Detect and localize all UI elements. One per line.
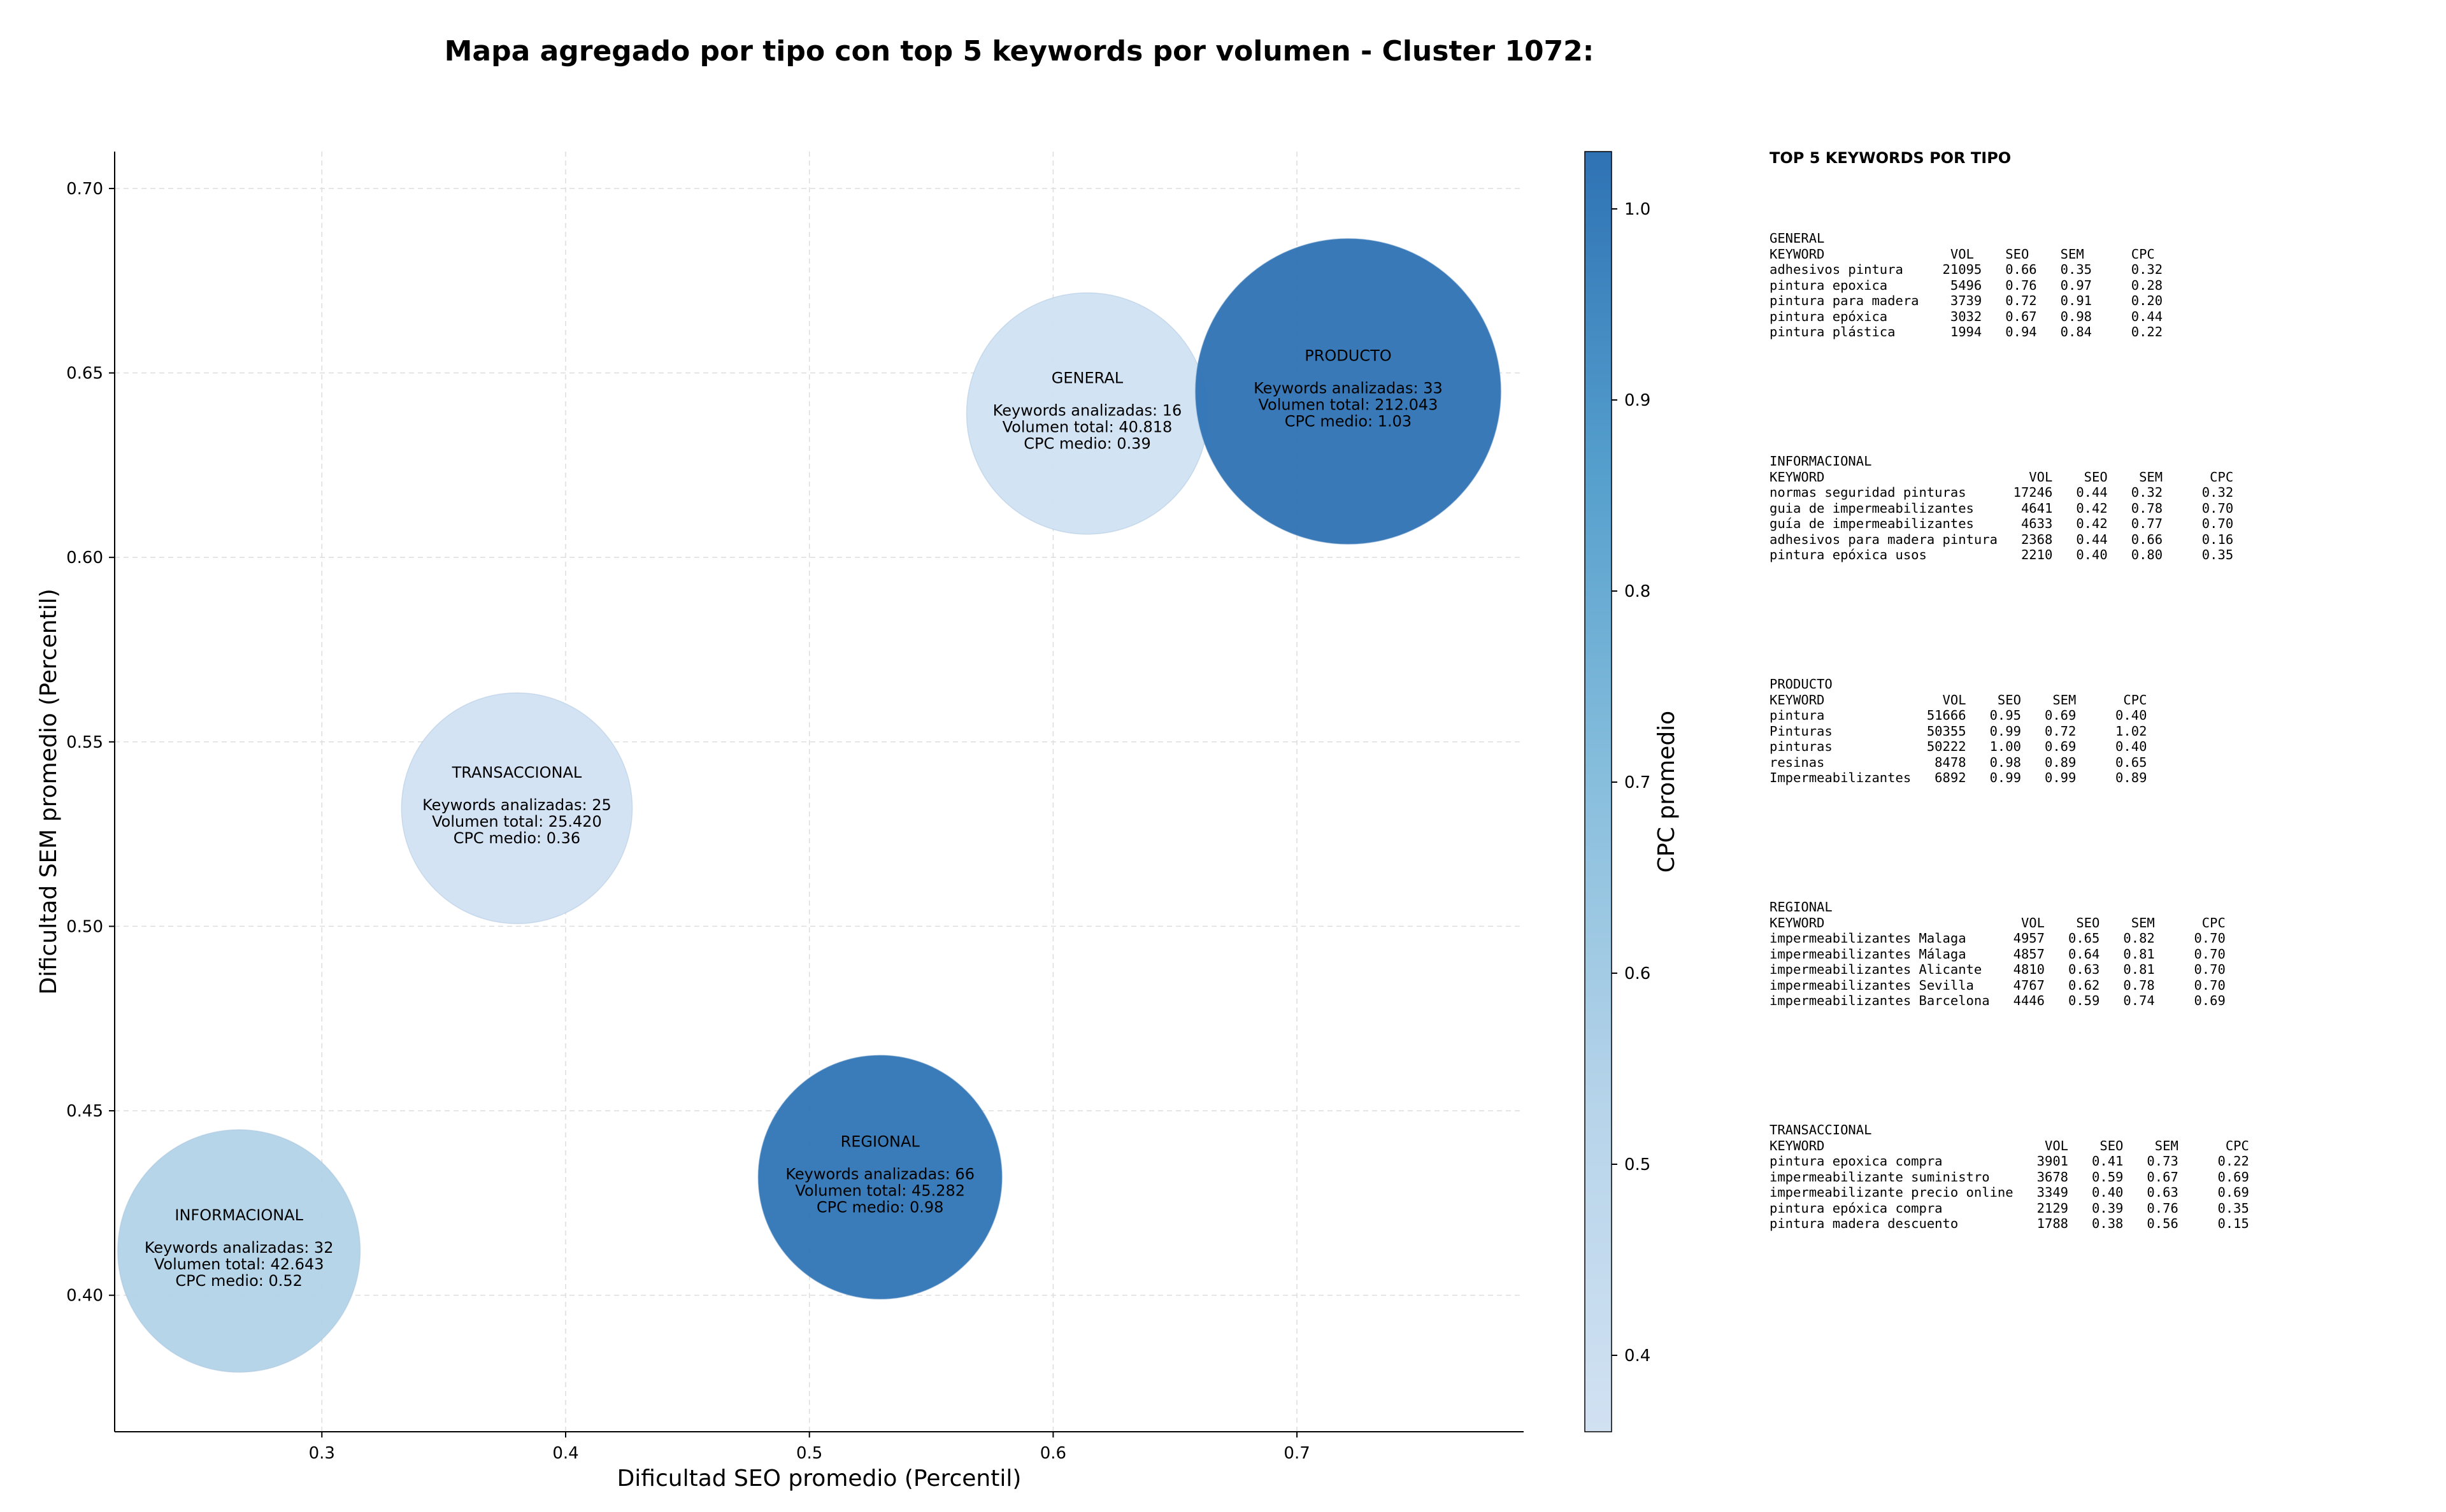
x-tick-label: 0.4 <box>552 1444 578 1463</box>
keyword-group-informacional: INFORMACIONAL KEYWORD VOL SEO SEM CPC norm… <box>1770 453 2233 563</box>
x-tick-label: 0.3 <box>309 1444 335 1463</box>
bubble-label-line1: Keywords analizadas: 25 <box>422 796 612 814</box>
keyword-row: adhesivos pintura 21095 0.66 0.35 0.32 <box>1770 262 2163 277</box>
keyword-table-header: KEYWORD VOL SEO SEM CPC <box>1770 1138 2249 1153</box>
bubble-label-line3: CPC medio: 0.39 <box>1024 434 1151 452</box>
keyword-row: normas seguridad pinturas 17246 0.44 0.3… <box>1770 485 2234 500</box>
keyword-row: impermeabilizantes Sevilla 4767 0.62 0.7… <box>1770 977 2226 993</box>
bubble-label-line1: Keywords analizadas: 32 <box>145 1239 334 1257</box>
y-tick-label: 0.60 <box>66 548 103 567</box>
keyword-row: pintura epóxica 3032 0.67 0.98 0.44 <box>1770 308 2163 324</box>
keyword-row: guía de impermeabilizantes 4633 0.42 0.7… <box>1770 516 2234 531</box>
keyword-table-header: KEYWORD VOL SEO SEM CPC <box>1770 692 2147 708</box>
keyword-row: pintura epoxica compra 3901 0.41 0.73 0.… <box>1770 1153 2249 1169</box>
colorbar-tick-label: 0.5 <box>1624 1155 1650 1174</box>
bubble-label-name: GENERAL <box>1052 369 1124 387</box>
bubble-label-line3: CPC medio: 0.52 <box>175 1272 303 1290</box>
keyword-table-header: KEYWORD VOL SEO SEM CPC <box>1770 246 2155 262</box>
y-axis-label: Dificultad SEM promedio (Percentil) <box>36 588 62 995</box>
x-axis-label: Dificultad SEO promedio (Percentil) <box>617 1466 1022 1492</box>
bubble-regional <box>757 1054 1003 1300</box>
keyword-group-producto: PRODUCTO KEYWORD VOL SEO SEM CPC pintura 5… <box>1770 676 2147 786</box>
top-keywords-panel: TOP 5 KEYWORDS POR TIPO GENERAL KEYWORD V… <box>1770 149 2432 1231</box>
x-tick-label: 0.7 <box>1284 1444 1310 1463</box>
bubble-label-line2: Volumen total: 212.043 <box>1258 396 1438 414</box>
bubble-label-line2: Volumen total: 45.282 <box>795 1181 965 1199</box>
keyword-row: pintura epóxica compra 2129 0.39 0.76 0.… <box>1770 1200 2249 1216</box>
y-tick-label: 0.40 <box>66 1287 103 1306</box>
keyword-row: Pinturas 50355 0.99 0.72 1.02 <box>1770 723 2147 739</box>
bubble-informacional <box>117 1129 361 1373</box>
keyword-row: pintura madera descuento 1788 0.38 0.56 … <box>1770 1216 2249 1231</box>
keyword-row: pintura 51666 0.95 0.69 0.40 <box>1770 708 2147 723</box>
colorbar-tick-label: 0.8 <box>1624 582 1650 601</box>
group-name: TRANSACCIONAL <box>1770 1122 1872 1138</box>
keyword-table-header: KEYWORD VOL SEO SEM CPC <box>1770 915 2226 931</box>
group-name: GENERAL <box>1770 231 1825 246</box>
y-tick-label: 0.55 <box>66 733 103 752</box>
axes <box>114 152 1524 1432</box>
keyword-row: impermeabilizante suministro 3678 0.59 0… <box>1770 1169 2249 1185</box>
bubble-label-name: PRODUCTO <box>1305 347 1391 365</box>
bubble-transaccional <box>401 692 633 924</box>
bubbles <box>117 238 1502 1373</box>
colorbar-tick-label: 1.0 <box>1624 200 1650 219</box>
keyword-row: impermeabilizante precio online 3349 0.4… <box>1770 1185 2249 1200</box>
keyword-row: guia de impermeabilizantes 4641 0.42 0.7… <box>1770 500 2234 516</box>
keyword-row: pintura plástica 1994 0.94 0.84 0.22 <box>1770 324 2163 339</box>
keyword-row: impermeabilizantes Alicante 4810 0.63 0.… <box>1770 962 2226 977</box>
bubble-label-name: REGIONAL <box>841 1132 920 1150</box>
colorbar-gradient <box>1584 151 1612 1432</box>
keyword-row: Impermeabilizantes 6892 0.99 0.99 0.89 <box>1770 770 2147 785</box>
keyword-row: adhesivos para madera pintura 2368 0.44 … <box>1770 531 2234 547</box>
bubble-label-line2: Volumen total: 42.643 <box>154 1255 324 1273</box>
colorbar-tick-label: 0.4 <box>1624 1346 1650 1366</box>
group-name: PRODUCTO <box>1770 676 1833 692</box>
bubble-label-line1: Keywords analizadas: 16 <box>993 401 1182 419</box>
keyword-table-header: KEYWORD VOL SEO SEM CPC <box>1770 469 2234 485</box>
bubble-label-name: INFORMACIONAL <box>175 1206 303 1224</box>
bubble-label-line1: Keywords analizadas: 33 <box>1254 380 1443 397</box>
keyword-group-transaccional: TRANSACCIONAL KEYWORD VOL SEO SEM CPC pint… <box>1770 1122 2249 1232</box>
bubble-label-line3: CPC medio: 0.36 <box>454 829 581 847</box>
group-name: INFORMACIONAL <box>1770 453 1872 469</box>
colorbar-tick-label: 0.7 <box>1624 773 1650 792</box>
bubble-label-line2: Volumen total: 40.818 <box>1003 418 1173 436</box>
bubble-label-line1: Keywords analizadas: 66 <box>785 1165 975 1183</box>
keyword-row: pintura epoxica 5496 0.76 0.97 0.28 <box>1770 277 2163 293</box>
keyword-row: pintura epóxica usos 2210 0.40 0.80 0.35 <box>1770 547 2234 562</box>
keyword-row: impermeabilizantes Barcelona 4446 0.59 0… <box>1770 993 2226 1008</box>
x-tick-label: 0.5 <box>796 1444 822 1463</box>
bubble-label-line3: CPC medio: 0.98 <box>817 1198 944 1216</box>
x-tick-label: 0.6 <box>1040 1444 1066 1463</box>
ticks: 0.3 0.4 0.5 0.6 0.7 0.40 0.45 0.50 0.55 0.60 0.65 0… <box>66 180 1310 1463</box>
keyword-row: impermeabilizantes Málaga 4857 0.64 0.81… <box>1770 946 2226 962</box>
top-keywords-title: TOP 5 KEYWORDS POR TIPO <box>1770 149 2012 167</box>
bubble-label-line3: CPC medio: 1.03 <box>1285 413 1412 431</box>
y-tick-label: 0.65 <box>66 364 103 383</box>
bubble-label-line2: Volumen total: 25.420 <box>432 813 602 831</box>
colorbar-tick-label: 0.6 <box>1624 964 1650 983</box>
keyword-row: pinturas 50222 1.00 0.69 0.40 <box>1770 739 2147 754</box>
keyword-row: impermeabilizantes Malaga 4957 0.65 0.82… <box>1770 931 2226 946</box>
y-tick-label: 0.70 <box>66 180 103 199</box>
bubble-label-name: TRANSACCIONAL <box>452 764 582 781</box>
colorbar: 0.4 0.5 0.6 0.7 0.8 0.9 1.0 <box>1584 151 1650 1432</box>
chart-title: Mapa agregado por tipo con top 5 keyword… <box>444 35 1594 68</box>
keyword-row: resinas 8478 0.98 0.89 0.65 <box>1770 754 2147 770</box>
colorbar-label: CPC promedio <box>1654 711 1680 873</box>
y-tick-label: 0.50 <box>66 917 103 936</box>
keyword-row: pintura para madera 3739 0.72 0.91 0.20 <box>1770 293 2163 308</box>
keyword-group-general: GENERAL KEYWORD VOL SEO SEM CPC adhesivos … <box>1770 231 2163 340</box>
y-tick-label: 0.45 <box>66 1102 103 1121</box>
bubble-producto <box>1194 238 1502 545</box>
group-name: REGIONAL <box>1770 899 1833 915</box>
keyword-group-regional: REGIONAL KEYWORD VOL SEO SEM CPC impermeab… <box>1770 899 2226 1009</box>
colorbar-tick-label: 0.9 <box>1624 391 1650 410</box>
